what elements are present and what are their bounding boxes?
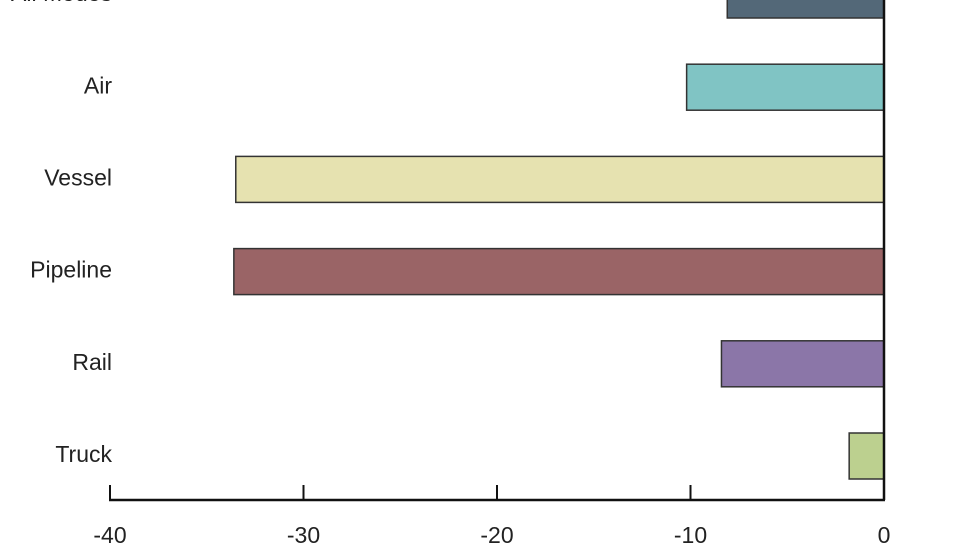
bar xyxy=(233,247,885,296)
y-tick-label: Air xyxy=(84,72,112,98)
y-tick-label: Pipeline xyxy=(30,257,112,283)
y-tick-label: Rail xyxy=(72,349,112,375)
y-tick-label: All Modes xyxy=(11,0,112,6)
bar xyxy=(235,155,885,204)
x-tick-label: -10 xyxy=(674,522,707,548)
bar xyxy=(726,0,885,19)
bar xyxy=(685,63,885,111)
bar xyxy=(720,340,885,388)
x-tick-label: 0 xyxy=(878,522,891,548)
x-tick-label: -40 xyxy=(93,522,126,548)
y-tick-label: Vessel xyxy=(44,164,112,190)
x-tick-label: -30 xyxy=(287,522,320,548)
y-tick-label: Truck xyxy=(55,441,112,467)
x-tick-label: -20 xyxy=(480,522,513,548)
bar xyxy=(848,432,885,480)
